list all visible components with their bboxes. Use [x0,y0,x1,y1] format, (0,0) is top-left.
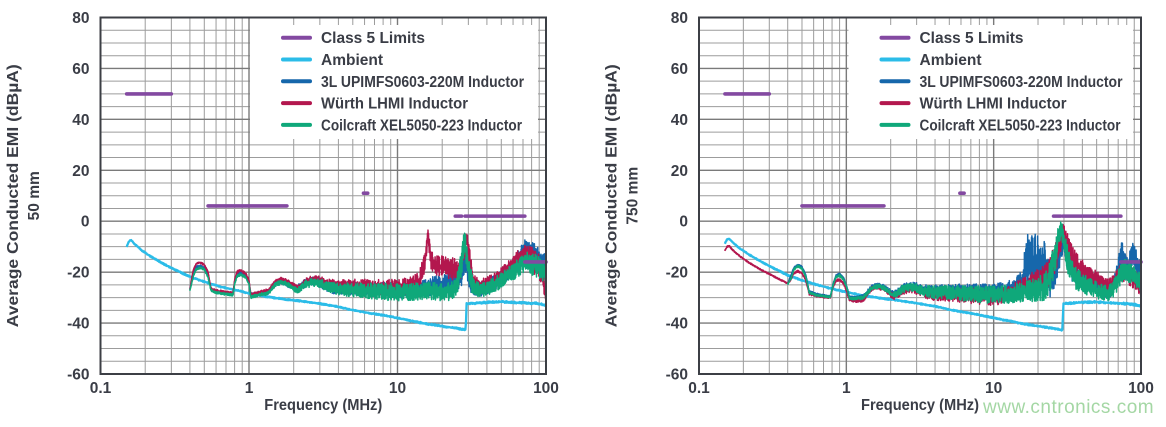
plot-border [698,16,1142,375]
legend-swatch-2 [281,79,312,84]
x-tick-label-2: 10 [985,380,1002,397]
legend-label-1: Ambient [920,52,982,69]
legend-label-0: Class 5 Limits [321,30,425,47]
legend-label-0: Class 5 Limits [920,30,1024,47]
y-tick-label-7: -60 [666,367,688,384]
y-tick-label-0: 80 [671,10,688,27]
chart-750mm: Class 5 Limits Ambient 3L UPIMFS0603-220M … [583,0,1166,427]
y-tick-label-3: 20 [72,163,89,180]
series-class-5-limits [723,92,1143,264]
legend-swatch-3 [281,101,312,106]
legend-label-4: Coilcraft XEL5050-223 Inductor [321,117,522,134]
y-axis-subtitle: 50 mm [26,171,43,220]
legend-swatch-2 [879,79,911,84]
legend-swatch-4 [879,122,911,127]
legend-swatch-3 [879,101,911,106]
series-coilcraft-xel5050-223-inductor [786,221,1142,304]
y-tick-label-6: -40 [666,316,688,333]
series-ambient [723,237,1143,332]
y-tick-label-5: -20 [666,265,688,282]
legend-swatch-0 [281,35,312,40]
legend-label-1: Ambient [321,52,383,69]
x-tick-label-0: 0.1 [688,380,710,397]
legend-label-4: Coilcraft XEL5050-223 Inductor [920,117,1121,134]
watermark: www.cntronics.com [983,397,1155,418]
x-tick-label-3: 100 [1128,380,1154,397]
y-tick-label-7: -60 [67,367,89,384]
legend-label-2: 3L UPIMFS0603-220M Inductor [321,74,524,91]
x-tick-label-1: 1 [245,380,254,397]
series-ambient [125,238,548,332]
legend-label-3: Würth LHMI Inductor [321,96,468,113]
x-tick-label-0: 0.1 [90,380,112,397]
legend-swatch-0 [879,35,911,40]
y-tick-label-3: 20 [671,163,688,180]
x-tick-label-2: 10 [389,380,406,397]
legend: Class 5 Limits Ambient 3L UPIMFS0603-220M … [250,25,538,139]
y-tick-label-2: 40 [671,112,688,129]
series-coilcraft-xel5050-223-inductor [189,232,547,302]
legend-swatch-1 [281,57,312,62]
y-axis-title: Average Conducted EMI (dBµA) [604,64,621,327]
y-tick-label-2: 40 [72,112,89,129]
y-axis-subtitle: 750 mm [625,167,642,225]
legend-swatch-4 [281,122,312,127]
chart-svg-750mm: Class 5 Limits Ambient 3L UPIMFS0603-220M … [583,0,1166,427]
y-tick-label-4: 0 [679,214,688,231]
y-tick-label-5: -20 [67,265,89,282]
chart-svg-50mm: Class 5 Limits Ambient 3L UPIMFS0603-220M … [5,10,559,414]
y-axis-title: Average Conducted EMI (dBµA) [5,64,22,327]
x-axis-title: Frequency (MHz) [861,397,979,414]
y-tick-label-1: 60 [671,61,688,78]
x-axis-title: Frequency (MHz) [264,397,382,414]
x-tick-label-3: 100 [533,380,559,397]
y-tick-label-6: -40 [67,316,89,333]
y-tick-label-1: 60 [72,61,89,78]
legend-swatch-1 [879,57,911,62]
legend: Class 5 Limits Ambient 3L UPIMFS0603-220M … [848,25,1133,139]
legend-label-2: 3L UPIMFS0603-220M Inductor [920,74,1123,91]
y-tick-label-0: 80 [72,10,89,27]
series-class-5-limits [124,92,548,264]
x-tick-label-1: 1 [842,380,851,397]
plot-border [99,16,547,375]
legend-label-3: Würth LHMI Inductor [920,96,1067,113]
chart-50mm: Class 5 Limits Ambient 3L UPIMFS0603-220M … [5,10,559,414]
y-tick-label-4: 0 [81,214,90,231]
